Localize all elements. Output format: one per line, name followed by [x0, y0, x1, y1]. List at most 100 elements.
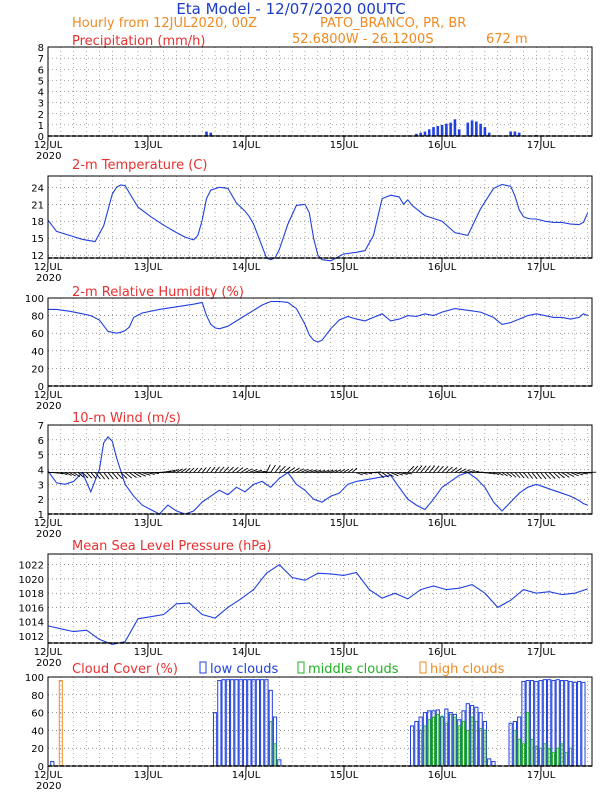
wind-arrow	[133, 472, 142, 478]
precip-bar	[205, 131, 208, 136]
mid-cloud-bar	[440, 715, 444, 767]
wind-arrow	[510, 472, 517, 478]
humidity-title: 2-m Relative Humidity (%)	[72, 285, 244, 300]
wind-arrow	[240, 467, 249, 473]
y-tick-label: 3	[38, 480, 44, 491]
wind-arrow	[86, 472, 93, 479]
wind-arrow	[193, 467, 199, 473]
legend-label-low: low clouds	[210, 662, 279, 677]
coordinates: 52.6800W - 26.1200S	[292, 32, 434, 47]
mid-cloud-bar	[569, 747, 573, 767]
y-tick-label: 40	[31, 347, 44, 358]
mid-cloud-bar	[273, 743, 277, 767]
low-cloud-bar	[414, 721, 419, 767]
wind-arrow	[557, 472, 565, 479]
legend-label-mid: middle clouds	[308, 662, 399, 677]
y-tick-label: 60	[31, 709, 44, 720]
x-tick-label: 14JUL	[232, 390, 261, 401]
precipitation-title: Precipitation (mm/h)	[72, 34, 205, 49]
mid-cloud-bar	[462, 721, 465, 767]
low-cloud-bar	[255, 679, 260, 767]
wind-arrow	[223, 466, 230, 473]
x-tick-label: 13JUL	[134, 390, 163, 401]
wind-arrow	[433, 465, 440, 473]
y-tick-label: 18	[31, 217, 44, 228]
wind-arrow	[137, 472, 146, 477]
precip-bar	[453, 119, 457, 136]
wind-arrow	[116, 472, 123, 480]
wind-arrow	[296, 468, 305, 473]
wind-arrow	[69, 472, 76, 477]
x-tick-label: 13JUL	[134, 518, 163, 529]
precip-bar	[483, 127, 487, 136]
wind-arrow	[540, 472, 547, 480]
y-tick-label: 1016	[19, 603, 44, 614]
legend-label-high: high clouds	[430, 662, 505, 677]
x-tick-label: 12JUL	[34, 140, 63, 151]
y-tick-label: 40	[31, 726, 44, 737]
low-cloud-bar	[581, 681, 586, 767]
y-tick-label: 6	[38, 436, 44, 447]
precip-bar	[449, 122, 452, 136]
year-label: 2020	[36, 781, 61, 792]
y-tick-label: 80	[31, 691, 44, 702]
legend-swatch-mid	[297, 661, 305, 674]
wind-arrow	[218, 466, 225, 473]
wind-arrow	[548, 472, 556, 479]
precip-bar	[466, 122, 470, 136]
x-tick-label: 15JUL	[330, 140, 359, 151]
precip-bar	[436, 125, 440, 136]
temperature-panel: 2-m Temperature (C) 12 15 18 21 24 12JUL 13JUL 1…	[31, 158, 593, 284]
precip-bar	[427, 129, 431, 136]
wind-arrow	[424, 465, 431, 473]
wind-arrow	[283, 466, 291, 473]
y-tick-label: 100	[25, 673, 44, 684]
low-cloud-bar	[221, 679, 226, 767]
y-tick-label: 0	[38, 132, 44, 143]
wind-arrow	[351, 467, 358, 473]
precip-bar	[517, 132, 521, 136]
humidity-series-line	[48, 300, 588, 343]
y-tick-label: 21	[31, 200, 44, 211]
y-tick-label: 4	[38, 88, 44, 99]
x-tick-label: 16JUL	[428, 140, 457, 151]
x-tick-label: 13JUL	[134, 770, 163, 781]
wind-arrow	[56, 472, 64, 475]
precip-bar	[415, 133, 418, 136]
y-tick-label: 7	[38, 421, 44, 432]
wind-arrow	[99, 472, 106, 480]
x-tick-label: 12JUL	[34, 647, 63, 658]
wind-arrow	[278, 465, 286, 473]
wind-arrow	[381, 472, 389, 478]
wind-arrow	[441, 466, 449, 473]
run-subtitle: Hourly from 12JUL2020, 00Z	[72, 16, 257, 31]
x-tick-label: 17JUL	[527, 140, 556, 151]
temperature-series-line	[47, 183, 589, 262]
wind-arrow	[326, 469, 334, 473]
wind-arrow	[236, 467, 244, 473]
mid-cloud-bar	[513, 729, 517, 767]
precip-bar	[440, 124, 444, 136]
wind-arrow	[129, 472, 137, 478]
wind-arrow	[214, 466, 220, 473]
wind-arrow	[523, 472, 529, 479]
pressure-series-line	[47, 563, 588, 645]
wind-arrow	[446, 466, 453, 473]
x-tick-label: 12JUL	[34, 770, 63, 781]
wind-arrow	[364, 472, 373, 475]
wind-arrow	[249, 469, 258, 473]
wind-arrow	[334, 469, 342, 473]
x-tick-label: 16JUL	[428, 390, 457, 401]
x-tick-label: 14JUL	[232, 770, 261, 781]
y-tick-label: 24	[31, 183, 44, 194]
mid-cloud-bar	[551, 752, 555, 767]
y-tick-label: 100	[25, 294, 44, 305]
x-tick-label: 12JUL	[34, 390, 63, 401]
wind-arrow	[527, 472, 534, 479]
wind-arrow	[253, 469, 263, 473]
wind-arrow	[501, 472, 508, 477]
wind-arrow	[407, 465, 415, 473]
precip-bar	[470, 120, 474, 136]
